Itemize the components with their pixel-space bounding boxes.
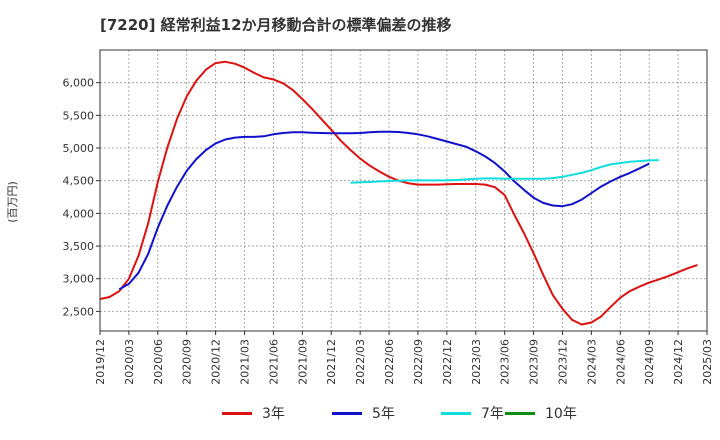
legend-label: 7年 (481, 406, 504, 422)
legend-swatch (222, 411, 252, 415)
x-tick-label: 2021/03 (239, 339, 252, 385)
y-tick-label: 6,000 (63, 77, 95, 90)
x-tick-label: 2019/12 (94, 339, 107, 385)
y-tick-label: 4,500 (63, 175, 95, 188)
plot-frame (99, 49, 708, 332)
y-tick-label: 5,500 (63, 109, 95, 122)
legend: 3年 5年 7年 10年 (0, 403, 720, 427)
x-tick-label: 2020/12 (210, 339, 223, 385)
legend-label: 5年 (372, 406, 395, 422)
x-tick-label: 2023/09 (528, 339, 541, 385)
x-tick-label: 2024/09 (643, 339, 656, 385)
x-tick-label: 2024/03 (585, 339, 598, 385)
series-line-2 (350, 159, 659, 184)
x-tick-label: 2024/12 (672, 339, 685, 385)
y-tick-label: 3,500 (63, 240, 95, 253)
legend-swatch (441, 411, 471, 415)
legend-label: 3年 (262, 406, 285, 422)
legend-item-3: 10年 (505, 403, 577, 423)
x-tick-label: 2022/09 (412, 339, 425, 385)
x-tick-label: 2021/06 (267, 339, 280, 385)
legend-item-1: 5年 (332, 403, 395, 423)
x-tick-label: 2022/06 (383, 339, 396, 385)
x-tick-label: 2021/12 (325, 339, 338, 385)
y-tick-label: 5,000 (63, 142, 95, 155)
chart-title: [7220] 経常利益12か月移動合計の標準偏差の推移 (100, 16, 452, 34)
x-tick-label: 2022/12 (441, 339, 454, 385)
y-axis-label: (百万円) (6, 181, 19, 223)
x-tick-label: 2023/12 (556, 339, 569, 385)
x-tick-label: 2020/03 (123, 339, 136, 385)
y-tick-label: 3,000 (63, 273, 95, 286)
x-tick-label: 2020/09 (181, 339, 194, 385)
series-line-1 (118, 130, 650, 291)
plot-area (100, 50, 707, 331)
x-tick-label: 2024/06 (614, 339, 627, 385)
x-tick-label: 2021/09 (296, 339, 309, 385)
legend-swatch (505, 411, 535, 415)
legend-swatch (332, 411, 362, 415)
x-tick-label: 2023/03 (470, 339, 483, 385)
x-tick-label: 2025/03 (701, 339, 714, 385)
x-tick-label: 2023/06 (499, 339, 512, 385)
x-tick-label: 2020/06 (152, 339, 165, 385)
y-tick-label: 4,000 (63, 207, 95, 220)
y-tick-label: 2,500 (63, 305, 95, 318)
legend-item-2: 7年 (441, 403, 504, 423)
legend-label: 10年 (545, 406, 577, 422)
x-tick-label: 2022/03 (354, 339, 367, 385)
legend-item-0: 3年 (222, 403, 285, 423)
